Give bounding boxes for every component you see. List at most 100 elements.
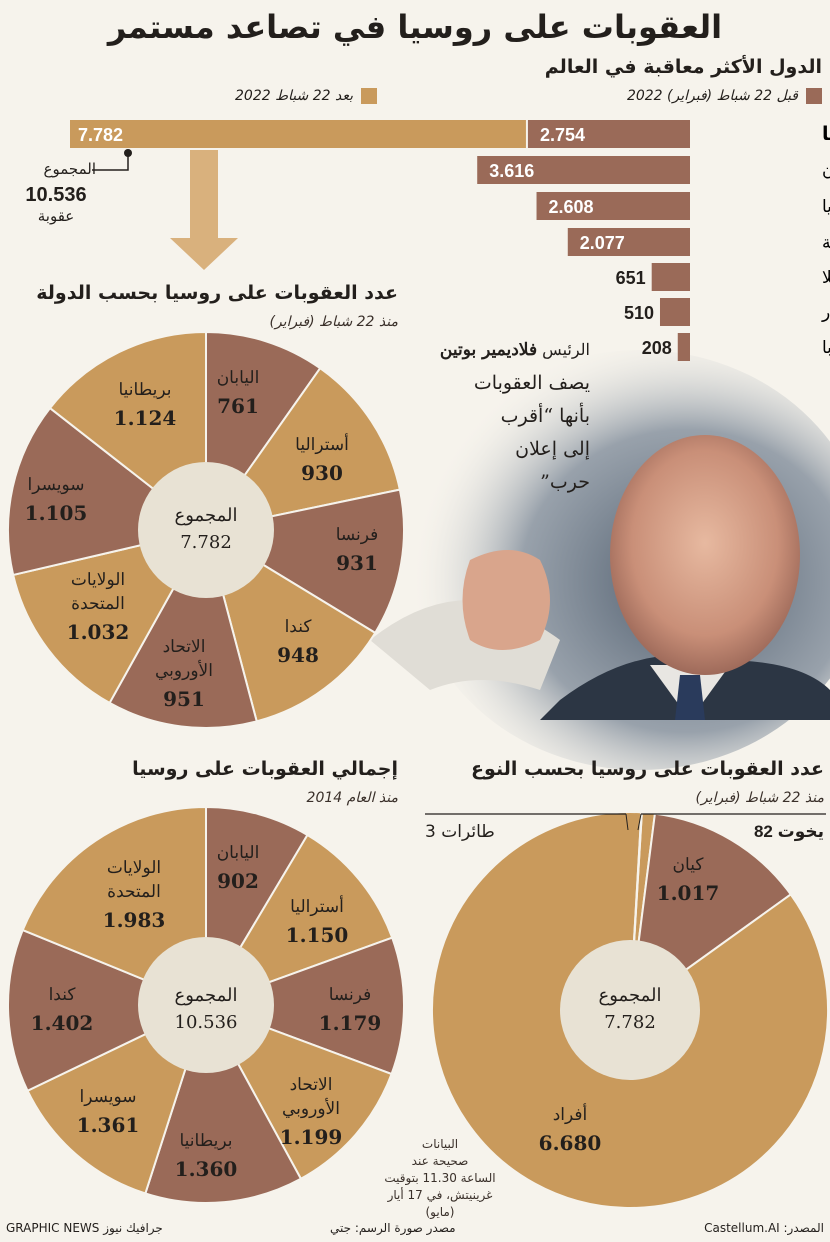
pie2-slice-6 bbox=[7, 928, 209, 1093]
quote-line-1: الرئيس فلاديمير بوتين bbox=[370, 333, 590, 367]
quote-name: فلاديمير بوتين bbox=[439, 340, 538, 360]
bar-total-value: 10.536 bbox=[25, 184, 87, 206]
pie2-slice-label-0: اليابان bbox=[217, 843, 260, 863]
pie1-center-label: المجموع bbox=[174, 505, 238, 526]
bar-category-label-6: كوبا bbox=[822, 338, 830, 358]
arrow-down-icon bbox=[170, 150, 238, 270]
pie3-heading: عدد العقوبات على روسيا بحسب النوع bbox=[471, 758, 824, 780]
bar-before-value-0: 2.754 bbox=[540, 125, 585, 145]
pie2-center: المجموع 10.536 bbox=[126, 985, 286, 1033]
pie1-center-value: 7.782 bbox=[180, 532, 232, 553]
pie1-slices bbox=[7, 330, 405, 729]
putin-quote: الرئيس فلاديمير بوتين يصف العقوبات بأنها… bbox=[370, 333, 590, 499]
footer-source: المصدر: Castellum.AI bbox=[704, 1221, 824, 1235]
pie1-slice-label-5: الولايات المتحدة bbox=[71, 570, 125, 614]
pie2-slice-label-line-7-1: المتحدة bbox=[107, 882, 161, 902]
data-note-line-1: البيانات bbox=[421, 1137, 459, 1151]
pie2-slice-label-7: الولايات المتحدة bbox=[107, 858, 161, 902]
bar-category-label-1: إيران bbox=[822, 161, 830, 181]
quote-line-5: حرب” bbox=[540, 471, 590, 493]
pie3-slice-value-0: 1.017 bbox=[657, 881, 720, 905]
pie2-slice-value-3: 1.199 bbox=[280, 1125, 343, 1149]
pie3-slice-value-1: 6.680 bbox=[539, 1131, 602, 1155]
pie2-slice-value-5: 1.361 bbox=[77, 1113, 140, 1137]
legend-before-swatch bbox=[806, 88, 822, 104]
quote-line-2: يصف العقوبات bbox=[473, 372, 590, 394]
pie1-slice-value-7: 1.124 bbox=[114, 406, 177, 430]
pie2-slice-label-3: الاتحاد الأوروبي bbox=[282, 1075, 340, 1119]
legend-before: قبل 22 شباط (فبراير) 2022 bbox=[627, 88, 822, 104]
bar-category-label-3: كوريا الشمالية bbox=[822, 233, 830, 253]
pie1-center: المجموع 7.782 bbox=[126, 505, 286, 553]
total-connector-line bbox=[92, 153, 129, 171]
pie2-slice-label-line-7-0: الولايات bbox=[107, 858, 161, 878]
pie1-slice-label-line-5-1: المتحدة bbox=[71, 594, 125, 614]
total-connector-dot bbox=[124, 149, 132, 157]
bar-total-annotation: المجموع 10.536 عقوبة bbox=[6, 160, 106, 225]
bar-before-value-2: 2.608 bbox=[549, 197, 594, 217]
bar-before-1 bbox=[477, 156, 690, 184]
quote-name-prefix: الرئيس bbox=[537, 340, 590, 359]
bar-category-label-0: روسيا bbox=[822, 123, 830, 145]
pie3-slice-label-0: كيان bbox=[673, 855, 705, 875]
bar-chart-heading: الدول الأكثر معاقبة في العالم bbox=[544, 56, 822, 78]
pie2-slice-value-6: 1.402 bbox=[31, 1011, 94, 1035]
bar-before-2 bbox=[536, 192, 690, 220]
pie2-slice-value-1: 1.150 bbox=[286, 923, 349, 947]
bar-category-label-5: ميانمار bbox=[821, 303, 830, 323]
pie3-center: المجموع 7.782 bbox=[545, 985, 715, 1033]
pie1-slice-label-1: أستراليا bbox=[295, 433, 349, 455]
pie2-center-value: 10.536 bbox=[174, 1012, 238, 1033]
pie2-slice-label-5: سويسرا bbox=[79, 1087, 136, 1107]
pie2-heading: إجمالي العقوبات على روسيا bbox=[132, 758, 398, 780]
pie2-slice-value-0: 902 bbox=[217, 869, 259, 893]
pie1-slice-value-3: 948 bbox=[277, 643, 319, 667]
pie2-slice-label-2: فرنسا bbox=[329, 985, 372, 1005]
pie1-slice-value-2: 931 bbox=[336, 551, 378, 575]
pie3-callout-yachts: يخوت 82 bbox=[753, 822, 824, 841]
pie3-callout-tick-aircraft bbox=[625, 813, 629, 831]
pie2-slice-label-line-3-1: الأوروبي bbox=[282, 1098, 340, 1119]
bar-category-label-2: سوريا bbox=[822, 197, 830, 217]
bar-before-value-5: 510 bbox=[624, 303, 654, 323]
pie2-slice-label-6: كندا bbox=[49, 985, 77, 1005]
bar-after-0 bbox=[70, 120, 526, 148]
legend-after: بعد 22 شباط 2022 bbox=[235, 88, 377, 104]
pie1-slice-value-0: 761 bbox=[217, 394, 259, 418]
pie2-slice-label-4: بريطانيا bbox=[179, 1131, 232, 1151]
pie3-center-value: 7.782 bbox=[604, 1012, 656, 1033]
pie3-center-hole bbox=[560, 940, 700, 1080]
pie2-center-label: المجموع bbox=[174, 985, 238, 1006]
pie1-slice-label-3: كندا bbox=[285, 617, 313, 637]
pie2-subheading: منذ العام 2014 bbox=[306, 790, 398, 806]
data-note-line-4: غرينيتش، في 17 أيار (مايو) bbox=[387, 1188, 493, 1219]
pie2-center-hole bbox=[138, 937, 274, 1073]
pie2-slice-label-1: أستراليا bbox=[290, 895, 344, 917]
pie1-slice-label-line-5-0: الولايات bbox=[71, 570, 125, 590]
pie1-slice-value-5: 1.032 bbox=[67, 620, 130, 644]
footer-brand: GRAPHIC NEWS جرافيك نيوز bbox=[6, 1221, 163, 1235]
pie3-slice-label-1: أفراد bbox=[553, 1103, 588, 1125]
pie2-slice-value-4: 1.360 bbox=[175, 1157, 238, 1181]
legend-after-swatch bbox=[361, 88, 377, 104]
pie1-slice-4 bbox=[108, 527, 258, 729]
pie1-heading: عدد العقوبات على روسيا بحسب الدولة bbox=[36, 282, 398, 304]
bar-before-value-1: 3.616 bbox=[489, 161, 534, 181]
pie1-slice-value-6: 1.105 bbox=[25, 501, 88, 525]
legend-before-label: قبل 22 شباط (فبراير) 2022 bbox=[626, 88, 798, 104]
pie1-slice-label-4: الاتحاد الأوروبي bbox=[155, 637, 213, 681]
footer-photo-credit: مصدر صورة الرسم: جتي bbox=[330, 1221, 456, 1235]
pie1-slice-value-4: 951 bbox=[163, 687, 205, 711]
page-title: العقوبات على روسيا في تصاعد مستمر bbox=[107, 8, 723, 46]
bar-before-6 bbox=[677, 333, 690, 361]
pie2-slice-2 bbox=[203, 936, 405, 1076]
pie2-slice-label-line-3-0: الاتحاد bbox=[290, 1075, 333, 1095]
pie2-slice-value-7: 1.983 bbox=[103, 908, 166, 932]
bar-before-4 bbox=[651, 263, 690, 291]
bar-total-label: المجموع bbox=[43, 160, 96, 178]
pie3-callout-tick-yachts bbox=[637, 813, 642, 831]
bar-before-3 bbox=[567, 228, 690, 256]
data-note-line-3: الساعة 11.30 بتوقيت bbox=[384, 1171, 496, 1185]
bar-total-unit: عقوبة bbox=[37, 207, 75, 225]
